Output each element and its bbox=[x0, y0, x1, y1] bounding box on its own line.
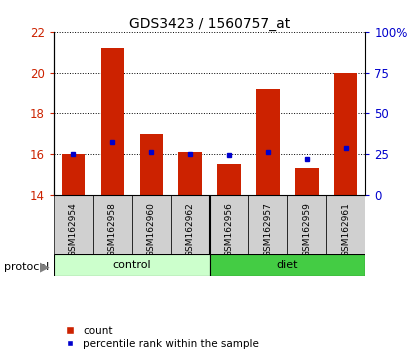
Bar bbox=[295, 168, 319, 195]
Text: GSM162954: GSM162954 bbox=[69, 202, 78, 257]
Bar bbox=[54, 195, 93, 254]
Bar bbox=[171, 195, 210, 254]
Text: GSM162962: GSM162962 bbox=[186, 202, 195, 257]
Text: GSM162960: GSM162960 bbox=[147, 202, 156, 257]
Text: GSM162961: GSM162961 bbox=[341, 202, 350, 257]
Bar bbox=[326, 195, 365, 254]
Bar bbox=[139, 134, 163, 195]
Text: GSM162958: GSM162958 bbox=[108, 202, 117, 257]
Text: ▶: ▶ bbox=[40, 261, 50, 274]
Text: diet: diet bbox=[277, 260, 298, 270]
Bar bbox=[62, 154, 85, 195]
Bar bbox=[132, 195, 171, 254]
Bar bbox=[217, 164, 241, 195]
Bar bbox=[178, 152, 202, 195]
Legend: count, percentile rank within the sample: count, percentile rank within the sample bbox=[59, 326, 259, 349]
Bar bbox=[54, 254, 210, 276]
Bar bbox=[287, 195, 326, 254]
Bar bbox=[249, 195, 287, 254]
Text: GSM162957: GSM162957 bbox=[264, 202, 272, 257]
Text: GSM162959: GSM162959 bbox=[303, 202, 311, 257]
Text: control: control bbox=[112, 260, 151, 270]
Text: GSM162956: GSM162956 bbox=[225, 202, 234, 257]
Bar bbox=[93, 195, 132, 254]
Bar bbox=[334, 73, 357, 195]
Bar bbox=[101, 48, 124, 195]
Bar bbox=[210, 254, 365, 276]
Bar bbox=[210, 195, 249, 254]
Title: GDS3423 / 1560757_at: GDS3423 / 1560757_at bbox=[129, 17, 290, 31]
Bar bbox=[256, 89, 280, 195]
Text: protocol: protocol bbox=[4, 262, 49, 272]
